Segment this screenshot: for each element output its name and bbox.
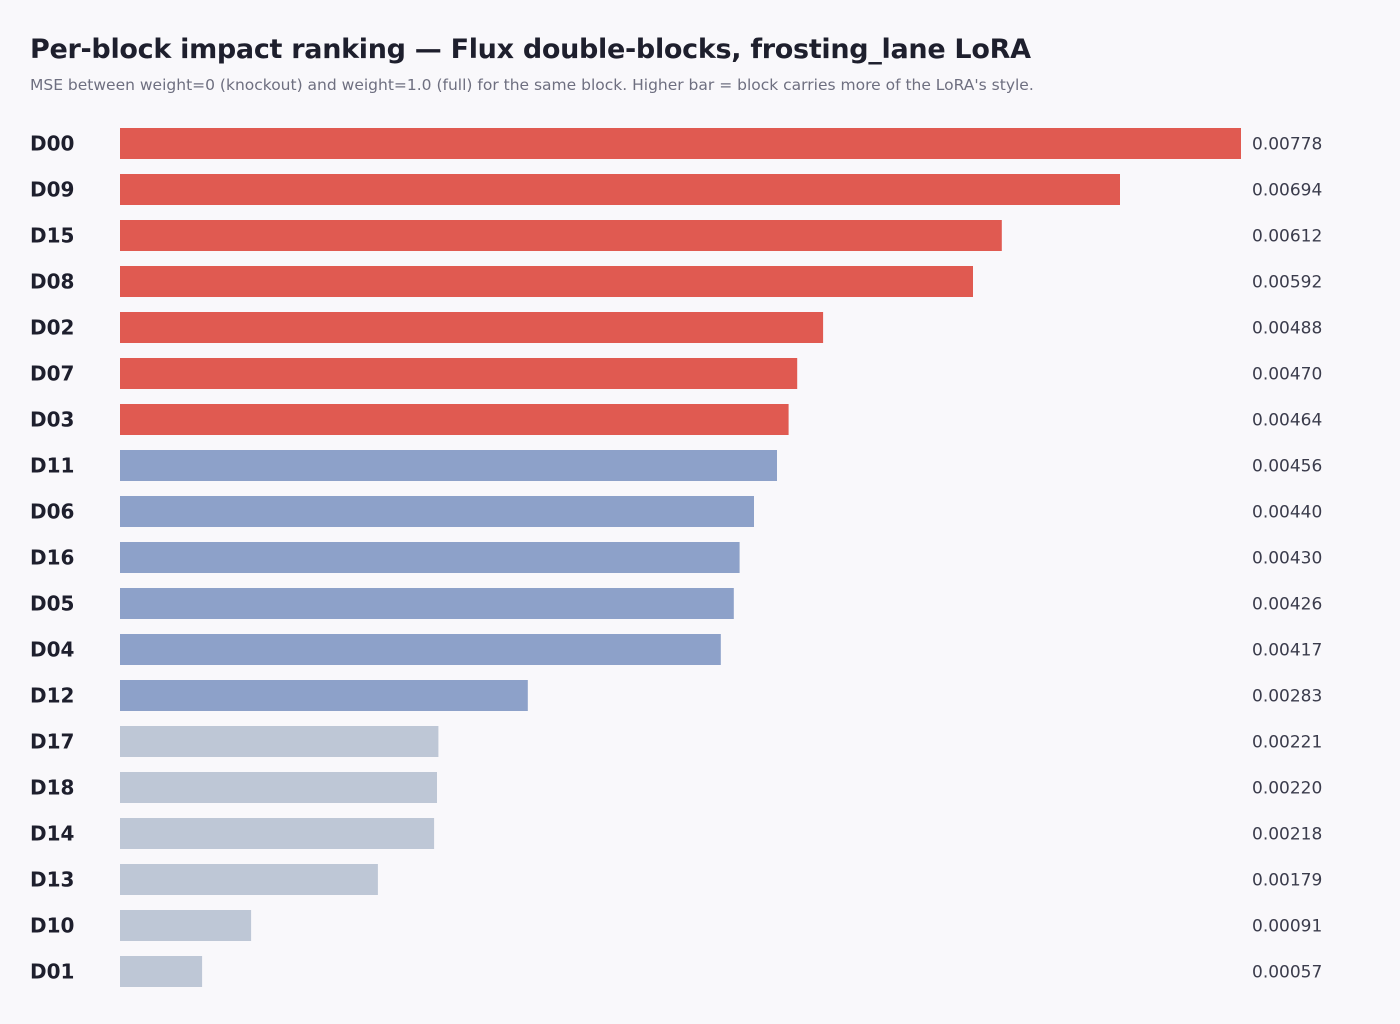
- chart-title: Per-block impact ranking — Flux double-b…: [30, 34, 1031, 65]
- value-label-d13: 0.00179: [1252, 871, 1322, 891]
- value-label-d17: 0.00221: [1252, 733, 1322, 753]
- bar-d14: [120, 818, 435, 849]
- bar-d07: [120, 358, 798, 389]
- bar-d06: [120, 496, 754, 527]
- value-labels-group: 0.00778 0.00694 0.00612 0.00592 0.00488 0.004…: [1252, 135, 1322, 983]
- bar-d02: [120, 312, 824, 343]
- category-label-d13: D13: [30, 868, 74, 892]
- category-label-d03: D03: [30, 408, 74, 432]
- value-label-d08: 0.00592: [1252, 273, 1322, 293]
- value-label-d09: 0.00694: [1252, 181, 1322, 201]
- value-label-d00: 0.00778: [1252, 135, 1322, 155]
- category-label-d07: D07: [30, 362, 74, 386]
- category-label-d14: D14: [30, 822, 74, 846]
- category-label-d11: D11: [30, 454, 74, 478]
- value-label-d02: 0.00488: [1252, 319, 1322, 339]
- value-label-d10: 0.00091: [1252, 917, 1322, 937]
- category-label-d04: D04: [30, 638, 74, 662]
- category-label-d06: D06: [30, 500, 74, 524]
- value-label-d03: 0.00464: [1252, 411, 1322, 431]
- value-label-d14: 0.00218: [1252, 825, 1322, 845]
- bar-d15: [120, 220, 1002, 251]
- chart-subtitle: MSE between weight=0 (knockout) and weig…: [30, 76, 1034, 94]
- category-label-d05: D05: [30, 592, 74, 616]
- value-label-d01: 0.00057: [1252, 963, 1322, 983]
- category-label-d15: D15: [30, 224, 74, 248]
- category-labels-group: D00 D09 D15 D08 D02 D07 D03 D11 D06 D16 D05 D04 D12 D…: [30, 132, 74, 984]
- bar-d08: [120, 266, 973, 297]
- bar-d17: [120, 726, 439, 757]
- category-label-d12: D12: [30, 684, 74, 708]
- bar-d04: [120, 634, 721, 665]
- value-label-d15: 0.00612: [1252, 227, 1322, 247]
- value-label-d06: 0.00440: [1252, 503, 1322, 523]
- bar-d09: [120, 174, 1120, 205]
- bar-d10: [120, 910, 252, 941]
- value-label-d07: 0.00470: [1252, 365, 1322, 385]
- category-label-d02: D02: [30, 316, 74, 340]
- value-label-d12: 0.00283: [1252, 687, 1322, 707]
- bar-d13: [120, 864, 378, 895]
- category-label-d10: D10: [30, 914, 74, 938]
- category-label-d00: D00: [30, 132, 74, 156]
- bars-group: [120, 128, 1241, 987]
- value-label-d16: 0.00430: [1252, 549, 1322, 569]
- bar-d03: [120, 404, 789, 435]
- category-label-d16: D16: [30, 546, 74, 570]
- category-label-d08: D08: [30, 270, 74, 294]
- bar-d12: [120, 680, 528, 711]
- value-label-d05: 0.00426: [1252, 595, 1322, 615]
- value-label-d04: 0.00417: [1252, 641, 1322, 661]
- bar-d11: [120, 450, 777, 481]
- bar-d16: [120, 542, 740, 573]
- category-label-d18: D18: [30, 776, 74, 800]
- category-label-d01: D01: [30, 960, 74, 984]
- bar-d05: [120, 588, 734, 619]
- category-label-d17: D17: [30, 730, 74, 754]
- value-label-d18: 0.00220: [1252, 779, 1322, 799]
- bar-d18: [120, 772, 437, 803]
- bar-d00: [120, 128, 1241, 159]
- value-label-d11: 0.00456: [1252, 457, 1322, 477]
- category-label-d09: D09: [30, 178, 74, 202]
- bar-d01: [120, 956, 203, 987]
